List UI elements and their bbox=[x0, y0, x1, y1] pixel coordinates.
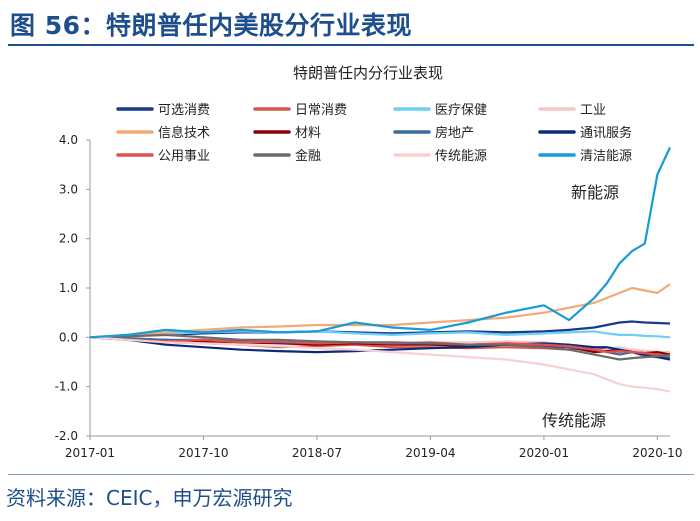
legend-item: 信息技术 bbox=[116, 125, 210, 141]
y-tick-label: -2.0 bbox=[55, 429, 78, 443]
legend-item: 材料 bbox=[253, 126, 321, 141]
legend-label: 通讯服务 bbox=[580, 125, 632, 141]
y-tick-label: 3.0 bbox=[59, 182, 78, 196]
legend-label: 房地产 bbox=[435, 125, 474, 141]
source-note: 资料来源：CEIC，申万宏源研究 bbox=[6, 486, 293, 510]
series-line-10 bbox=[89, 333, 671, 361]
legend-label: 清洁能源 bbox=[580, 149, 632, 164]
x-tick-label: 2020-10 bbox=[632, 446, 682, 460]
series-line-12 bbox=[89, 146, 671, 339]
legend-item: 通讯服务 bbox=[538, 125, 632, 141]
legend-item: 传统能源 bbox=[393, 149, 487, 164]
annotation-traditional-energy: 传统能源 bbox=[542, 411, 606, 430]
series-line-5 bbox=[89, 283, 671, 339]
legend-label: 传统能源 bbox=[435, 149, 487, 164]
legend-label: 日常消费 bbox=[295, 103, 347, 118]
legend-item: 公用事业 bbox=[116, 149, 210, 164]
chart-axes: 4.0 3.0 2.0 1.0 0.0 -1.0 -2.0 2017-01 2017-10 201… bbox=[55, 133, 683, 460]
legend-label: 金融 bbox=[295, 148, 321, 164]
y-tick-label: 4.0 bbox=[59, 133, 78, 147]
legend-label: 公用事业 bbox=[158, 149, 210, 164]
legend-label: 材料 bbox=[295, 126, 321, 141]
x-tick-label: 2020-01 bbox=[519, 446, 569, 460]
chart-series bbox=[89, 146, 671, 393]
legend-label: 信息技术 bbox=[158, 125, 210, 141]
legend-item: 可选消费 bbox=[116, 103, 210, 118]
legend-item: 日常消费 bbox=[253, 103, 347, 118]
legend-label: 医疗保健 bbox=[435, 103, 487, 118]
y-tick-label: 0.0 bbox=[59, 330, 78, 344]
series-line-11 bbox=[89, 336, 671, 393]
title-rule bbox=[8, 44, 694, 46]
x-tick-label: 2018-07 bbox=[292, 446, 342, 460]
y-tick-label: 2.0 bbox=[59, 232, 78, 246]
legend-item: 医疗保健 bbox=[393, 103, 487, 118]
x-tick-label: 2019-04 bbox=[405, 446, 455, 460]
y-tick-label: -1.0 bbox=[55, 380, 78, 394]
chart-title: 特朗普任内分行业表现 bbox=[293, 64, 443, 82]
figure-title: 图 56：特朗普任内美股分行业表现 bbox=[10, 11, 412, 40]
legend-item: 房地产 bbox=[393, 125, 474, 141]
y-tick-label: 1.0 bbox=[59, 281, 78, 295]
legend-item: 工业 bbox=[538, 103, 606, 118]
legend-item: 清洁能源 bbox=[538, 149, 632, 164]
legend-label: 可选消费 bbox=[158, 103, 210, 118]
x-tick-label: 2017-10 bbox=[178, 446, 228, 460]
bottom-rule bbox=[8, 474, 694, 475]
annotation-new-energy: 新能源 bbox=[571, 183, 619, 202]
x-tick-label: 2017-01 bbox=[65, 446, 115, 460]
legend-item: 金融 bbox=[253, 148, 321, 164]
legend-label: 工业 bbox=[580, 103, 606, 118]
